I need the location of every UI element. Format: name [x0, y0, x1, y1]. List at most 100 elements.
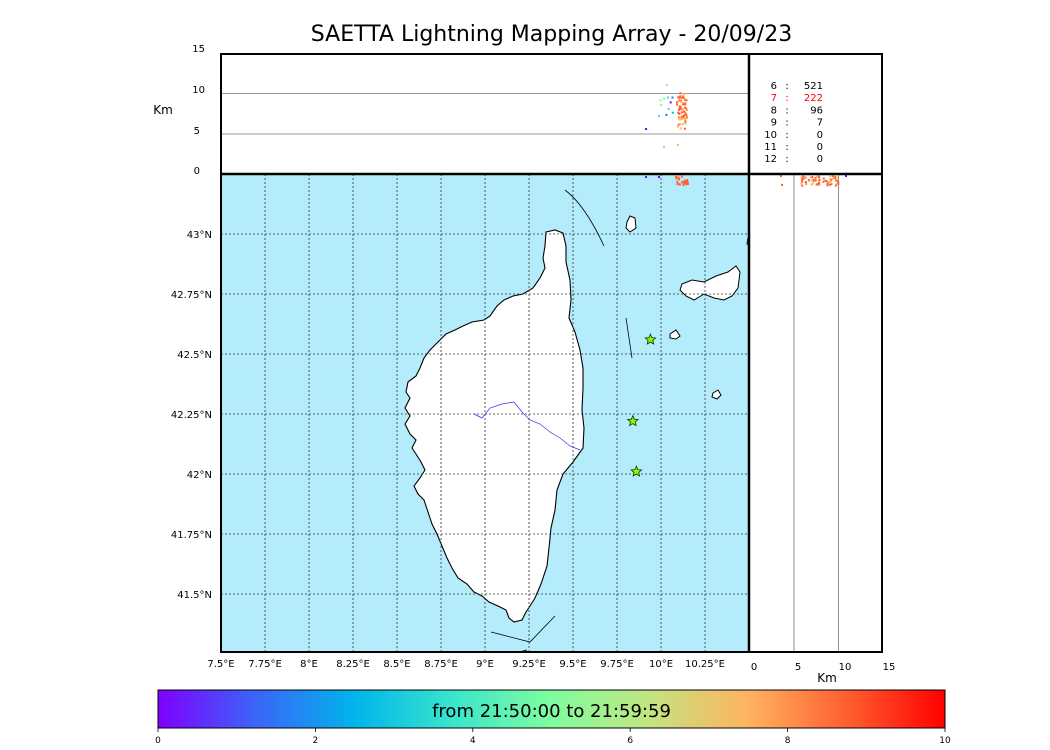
lightning-source-point [682, 101, 685, 104]
lightning-source-point [818, 179, 821, 181]
lightning-source-point [677, 96, 680, 99]
count-frame [748, 53, 883, 175]
side-panel: 0 5 10 15 Km [748, 173, 895, 685]
lightning-source-point [676, 180, 679, 183]
station-count-value: 222 [804, 93, 823, 104]
station-count-colon: : [785, 118, 788, 129]
altitude-ytick: 10 [192, 85, 205, 96]
longitude-tick-label: 10.25°E [685, 659, 725, 670]
station-star-marker [626, 414, 640, 427]
lightning-source-point [810, 176, 812, 179]
elba-island [679, 265, 741, 301]
lightning-source-point [828, 183, 831, 186]
lightning-source-point [803, 176, 806, 179]
altitude-area [221, 54, 749, 174]
lightning-source-point [832, 177, 834, 180]
lightning-source-point [681, 103, 684, 106]
lightning-source-point [667, 108, 670, 110]
station-count-value: 0 [817, 154, 823, 165]
lightning-source-point [685, 114, 688, 117]
lightning-source-point [834, 177, 837, 180]
lightning-source-point [830, 180, 832, 183]
longitude-tick-label: 9°E [476, 659, 494, 670]
lightning-source-point [685, 108, 688, 111]
lightning-source-point [659, 99, 662, 102]
lightning-source-point [828, 180, 831, 183]
lightning-source-point [684, 122, 687, 125]
boundary-line [625, 317, 633, 359]
lightning-source-point [679, 116, 682, 119]
colorbar: 0 2 4 6 8 10 [155, 689, 951, 746]
lightning-source-point [818, 184, 821, 187]
lightning-source-point [684, 182, 687, 185]
altitude-ylabel: Km [153, 103, 173, 117]
station-star-marker [644, 333, 657, 345]
station-count-colon: : [785, 105, 788, 116]
lightning-source-point [834, 175, 837, 178]
lightning-source-point [676, 103, 679, 106]
longitude-tick-label: 9.5°E [559, 659, 586, 670]
lightning-source-point [822, 180, 825, 183]
lightning-source-point [814, 177, 817, 180]
station-star-marker [934, 440, 945, 450]
lightning-source-point [826, 181, 829, 184]
lightning-source-point [679, 123, 682, 125]
lightning-source-point [807, 178, 810, 181]
lightning-source-point [829, 175, 832, 178]
lightning-source-point [681, 95, 684, 98]
lightning-source-point [835, 179, 838, 182]
lightning-sources-side [780, 175, 847, 187]
lightning-source-point [677, 177, 680, 179]
station-count-value: 96 [810, 105, 823, 116]
lightning-source-point [685, 99, 688, 102]
lightning-source-point [831, 175, 834, 178]
lightning-source-point [817, 175, 820, 178]
lightning-source-point [683, 114, 685, 117]
station-count-number: 9 [771, 118, 777, 129]
lightning-source-point [679, 95, 682, 98]
lightning-source-point [804, 181, 807, 183]
lightning-source-point [781, 184, 783, 186]
station-count-value: 0 [817, 142, 823, 153]
lightning-source-point [683, 93, 686, 96]
colorbar-tick-label: 4 [470, 736, 476, 746]
latitude-tick-label: 42.25°N [171, 410, 212, 421]
lightning-source-point [816, 183, 819, 186]
lightning-source-point [660, 104, 663, 106]
lightning-source-point [834, 184, 837, 187]
lightning-source-point [682, 96, 685, 99]
lightning-source-point [677, 123, 680, 126]
lightning-source-point [800, 182, 803, 185]
lightning-source-point [837, 182, 840, 185]
lightning-source-point [684, 180, 687, 183]
lightning-source-point [686, 183, 689, 185]
latitude-tick-labels: 43°N 42.75°N 42.5°N 42.25°N 42°N 41.75°N 41.5°… [171, 230, 212, 601]
lightning-source-point [830, 183, 833, 186]
lightning-source-point [837, 181, 840, 184]
station-count-number: 11 [764, 142, 777, 153]
lightning-source-point [678, 116, 681, 119]
lightning-source-point [802, 177, 805, 180]
lightning-source-point [666, 96, 669, 99]
lightning-source-point [669, 101, 672, 104]
lightning-source-point [665, 113, 668, 116]
station-count-number: 7 [771, 93, 777, 104]
station-count-number: 12 [764, 154, 777, 165]
lightning-source-point [678, 112, 681, 115]
lightning-source-point [680, 118, 683, 121]
latitude-tick-label: 41.75°N [171, 530, 212, 541]
station-star-marker [913, 327, 924, 337]
lightning-source-point [684, 112, 687, 115]
lightning-source-point [801, 178, 803, 181]
longitude-tick-label: 10°E [649, 659, 673, 670]
lightning-source-point [684, 98, 687, 101]
lightning-source-point [676, 125, 679, 128]
station-count-number: 8 [771, 105, 777, 116]
colorbar-tick-label: 8 [785, 736, 791, 746]
station-count-colon: : [785, 93, 788, 104]
lightning-source-point [663, 146, 665, 148]
lightning-source-point [683, 182, 686, 185]
lightning-source-point [679, 92, 682, 95]
station-count-colon: : [785, 154, 788, 165]
